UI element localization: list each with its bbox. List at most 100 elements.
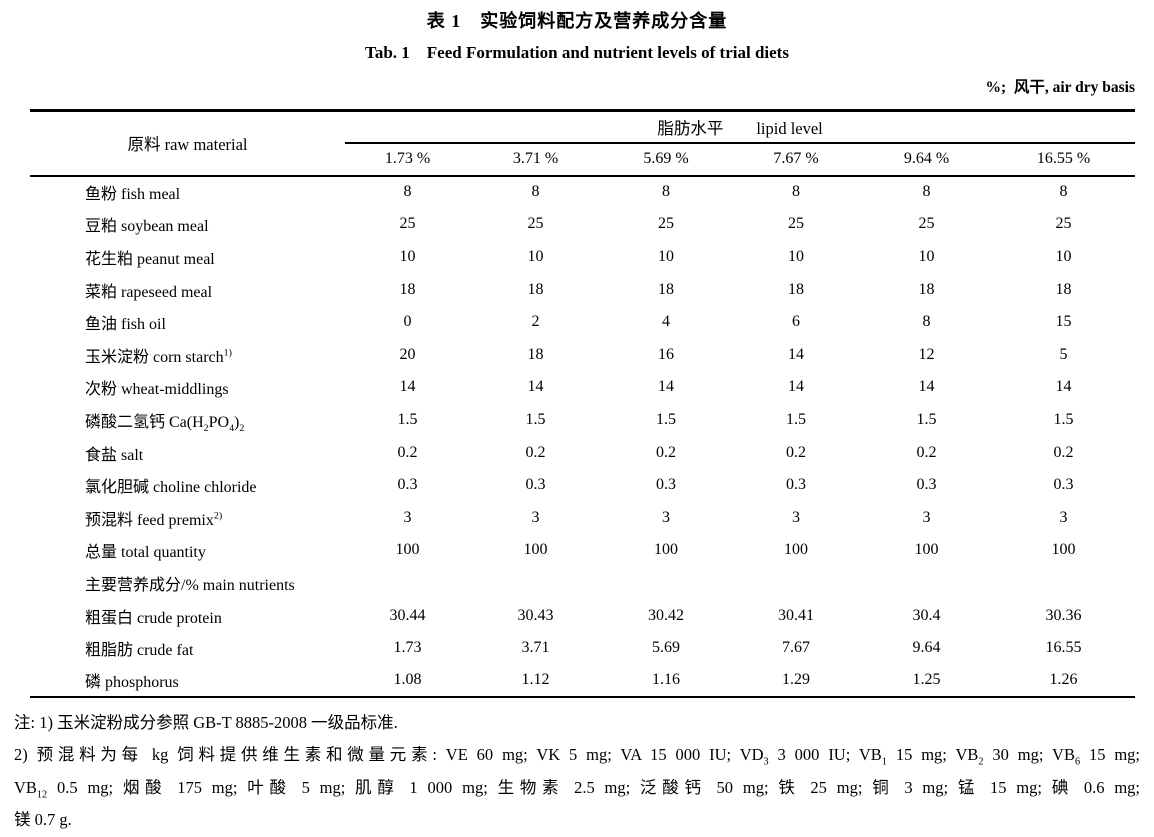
row-value: 0.3 [656,476,676,494]
row-value: 100 [654,541,678,559]
row-label: 豆粕 soybean meal [85,218,209,236]
row-value: 25 [1055,215,1072,233]
table-row: 豆粕 soybean meal 25 25 25 25 25 25 [30,208,1135,241]
row-value: 1.08 [393,671,422,689]
row-value: 8 [922,183,931,201]
row-value: 25 [788,215,804,233]
col-header-3: 7.67 % [773,150,819,167]
row-value [992,567,1135,600]
row-value: 1.73 [393,639,422,657]
row-value: 14 [788,378,804,396]
unit-note: %; 风干, air dry basis [985,79,1135,96]
row-value: 5 [1059,345,1068,363]
table-row: 花生粕 peanut meal 10 10 10 10 10 10 [30,241,1135,274]
table-row: 鱼粉 fish meal 8 8 8 8 8 8 [30,176,1135,209]
row-value: 0.2 [525,443,546,461]
table-row: 玉米淀粉 corn starch1) 20 18 16 14 12 5 [30,338,1135,371]
row-value [731,567,861,600]
row-value: 1.5 [1053,410,1074,428]
row-label: 花生粕 peanut meal [85,250,215,268]
row-value: 3 [922,508,931,526]
row-value: 100 [523,541,548,559]
row-value: 8 [403,183,412,201]
row-value: 0.3 [1053,476,1074,494]
row-value [861,567,992,600]
row-label: 次粉 wheat-middlings [85,381,229,399]
table-body: 鱼粉 fish meal 8 8 8 8 8 8 豆粕 soybean meal 25 25 25 2… [30,176,1135,698]
row-value: 3 [792,508,800,526]
row-value: 20 [399,345,416,363]
note-line: VB12 0.5 mg; 烟酸 175 mg; 叶酸 5 mg; 肌醇 1 00… [14,777,1140,801]
col-header-2: 5.69 % [643,150,689,167]
row-value: 1.5 [525,410,546,428]
lipid-level-header: 脂肪水平 lipid level [345,110,1136,144]
row-value: 3 [403,508,412,526]
row-value: 6 [792,313,800,331]
notes: 注: 1) 玉米淀粉成分参照 GB-T 8885-2008 一级品标准. 2) 预… [14,707,1140,837]
row-value: 14 [658,378,674,396]
row-value: 30.41 [778,606,814,624]
row-value: 15 [1055,313,1072,331]
row-value: 14 [399,378,416,396]
note-line: 镁 0.7 g. [14,810,72,830]
table-row: 次粉 wheat-middlings 14 14 14 14 14 14 [30,371,1135,404]
row-value: 8 [662,183,670,201]
row-value: 25 [918,215,935,233]
row-label: 鱼粉 fish meal [85,186,181,204]
table-row: 磷 phosphorus 1.08 1.12 1.16 1.29 1.25 1.26 [30,664,1135,697]
table-header: 原料 raw material 脂肪水平 lipid level 1.73 % … [30,110,1136,176]
row-value: 30.4 [912,606,941,624]
row-value: 25 [399,215,416,233]
row-value: 0.2 [786,443,806,461]
row-value: 10 [788,247,804,265]
row-value: 18 [527,280,544,298]
row-value: 14 [1055,378,1072,396]
row-value: 14 [527,378,544,396]
col-header-5: 16.55 % [1036,150,1091,167]
row-label: 磷酸二氢钙 Ca(H2PO4)2 [85,413,245,435]
row-value: 10 [918,247,935,265]
row-value: 18 [658,280,674,298]
col-header-4: 9.64 % [903,150,950,167]
table-row: 氯化胆碱 choline chloride 0.3 0.3 0.3 0.3 0.3 0.3 [30,469,1135,502]
table-row: 主要营养成分/% main nutrients [30,567,1135,600]
row-label: 总量 total quantity [85,544,206,562]
row-value: 4 [662,313,670,331]
row-value: 0.2 [1053,443,1074,461]
row-value: 8 [792,183,800,201]
row-value: 14 [788,345,804,363]
row-value: 18 [399,280,416,298]
row-value: 0.3 [916,476,937,494]
row-value: 1.5 [656,410,676,428]
row-value: 1.29 [782,671,810,689]
row-value: 100 [784,541,808,559]
row-value: 25 [527,215,544,233]
row-value: 10 [399,247,416,265]
row-value: 1.5 [397,410,418,428]
row-value: 3 [531,508,540,526]
row-value: 18 [1055,280,1072,298]
row-value: 1.16 [652,671,680,689]
row-value [601,567,731,600]
table-row: 食盐 salt 0.2 0.2 0.2 0.2 0.2 0.2 [30,436,1135,469]
row-value: 100 [914,541,939,559]
row-value: 0.3 [525,476,546,494]
row-value: 1.5 [786,410,806,428]
row-label: 食盐 salt [85,446,144,464]
row-label: 预混料 feed premix2) [85,510,223,529]
row-value: 30.44 [389,606,426,624]
row-value: 7.67 [782,639,810,657]
row-value: 10 [527,247,544,265]
row-value: 8 [531,183,540,201]
row-value: 3 [662,508,670,526]
row-value: 100 [1051,541,1076,559]
table-title-zh: 表 1 实验饲料配方及营养成分含量 [426,11,728,31]
row-value: 18 [788,280,804,298]
note-line: 注: 1) 玉米淀粉成分参照 GB-T 8885-2008 一级品标准. [14,713,398,732]
row-value: 8 [1059,183,1068,201]
row-label: 氯化胆碱 choline chloride [85,479,257,497]
row-value: 0.2 [397,443,418,461]
row-label: 粗蛋白 crude protein [85,609,222,627]
row-value: 100 [395,541,420,559]
row-value: 18 [527,345,544,363]
